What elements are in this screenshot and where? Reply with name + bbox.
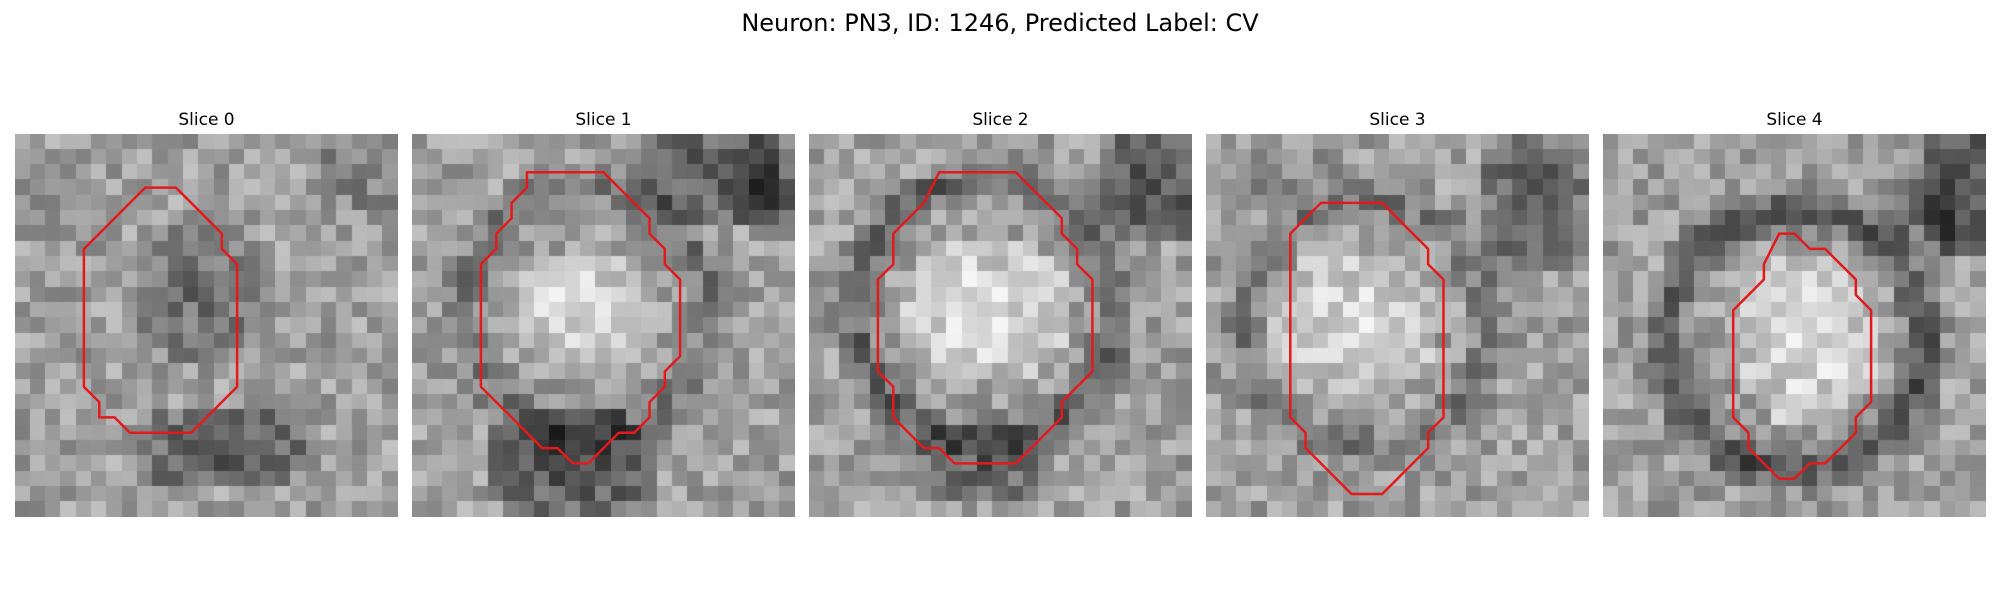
slice-panel-2: Slice 2 [809, 108, 1192, 517]
slice-title-3: Slice 3 [1369, 110, 1426, 130]
slice-title-4: Slice 4 [1766, 110, 1823, 130]
slice-title-1: Slice 1 [575, 110, 632, 130]
slice-panel-4: Slice 4 [1603, 108, 1986, 517]
contour-overlay-3 [1289, 201, 1445, 496]
contour-overlay-1 [479, 171, 682, 465]
slice-title-0: Slice 0 [178, 110, 235, 130]
contour-overlay-0 [82, 186, 239, 434]
slice-image-4 [1603, 134, 1986, 517]
figure-title: Neuron: PN3, ID: 1246, Predicted Label: … [741, 9, 1259, 37]
contour-polygon-3 [1289, 201, 1445, 496]
contour-overlay-4 [1731, 232, 1873, 480]
contour-polygon-4 [1731, 232, 1873, 480]
slice-image-3 [1206, 134, 1589, 517]
contour-overlay-2 [876, 171, 1094, 465]
contour-polygon-1 [479, 171, 682, 465]
slice-panel-3: Slice 3 [1206, 108, 1589, 517]
contour-polygon-0 [82, 186, 239, 434]
slice-panel-1: Slice 1 [412, 108, 795, 517]
contour-polygon-2 [876, 171, 1094, 465]
slice-image-2 [809, 134, 1192, 517]
slice-title-2: Slice 2 [972, 110, 1029, 130]
slice-image-1 [412, 134, 795, 517]
slice-panel-0: Slice 0 [15, 108, 398, 517]
slice-image-0 [15, 134, 398, 517]
